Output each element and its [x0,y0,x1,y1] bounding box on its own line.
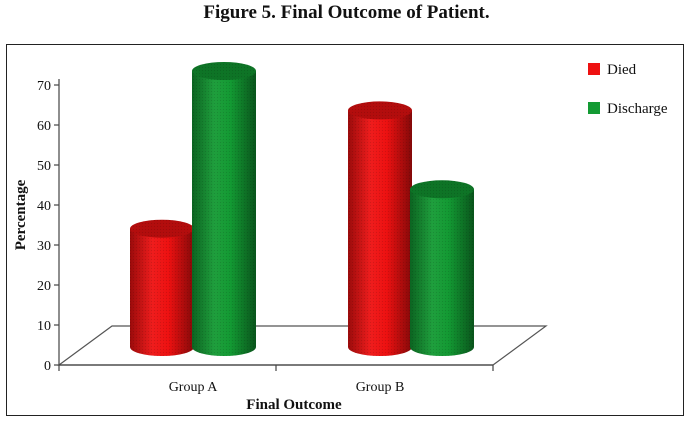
figure-title: Figure 5. Final Outcome of Patient. [203,2,490,23]
y-tick-label: 10 [37,319,51,334]
chart-frame [6,44,684,416]
y-tick-label: 20 [37,279,51,294]
y-tick-label: 40 [37,199,51,214]
y-tick-label: 60 [37,119,51,134]
y-tick-label: 0 [44,359,51,374]
legend-swatch-discharge [588,102,600,114]
x-axis: Group A Group B [58,364,494,395]
bar-group [130,62,474,356]
bar-group-b-died [348,101,412,356]
bar-group-a-discharge [192,62,256,356]
x-axis-title: Final Outcome [246,397,342,413]
legend-label-discharge: Discharge [607,101,668,117]
y-axis: 0 10 20 30 40 50 60 70 [37,79,60,374]
y-tick-label: 70 [37,79,51,94]
y-axis-title: Percentage [13,179,29,250]
bar-group-b-discharge [410,180,474,356]
x-tick-label: Group B [356,380,405,395]
legend-label-died: Died [607,62,637,78]
y-tick-label: 50 [37,159,51,174]
bar-group-a-died [130,219,194,356]
legend-swatch-died [588,63,600,75]
x-tick-label: Group A [169,380,219,395]
legend: Died Discharge [588,62,668,117]
y-tick-label: 30 [37,239,51,254]
